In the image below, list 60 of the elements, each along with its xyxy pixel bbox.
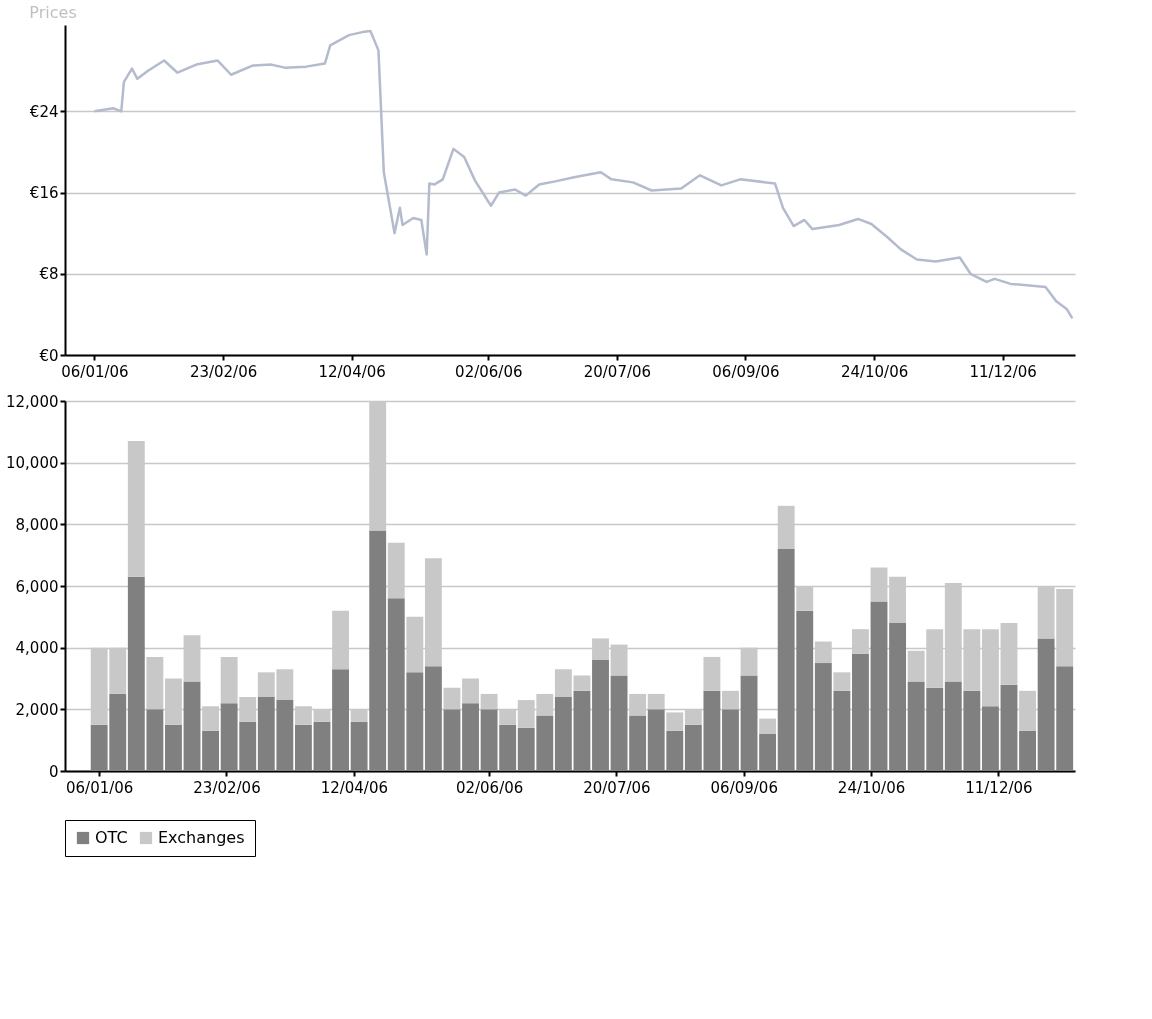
bar: [332, 669, 349, 771]
x-tick-label: 23/02/06: [193, 778, 261, 797]
x-tick-label: 12/04/06: [320, 778, 389, 797]
bar: [443, 687, 461, 710]
bar: [202, 730, 220, 771]
y-tick-label: €8: [39, 265, 59, 284]
y-tick-label: 6,000: [15, 577, 59, 596]
y-tick-label: €0: [39, 346, 59, 365]
bar: [852, 653, 869, 771]
x-tick-label: 02/06/06: [455, 362, 523, 381]
x-tick-label: 24/10/06: [837, 778, 906, 797]
x-tick-label: 06/01/06: [61, 362, 129, 381]
bar: [833, 672, 851, 691]
x-tick-label: 20/07/06: [583, 362, 652, 381]
bar: [165, 724, 182, 771]
bar: [889, 623, 907, 771]
bar: [462, 678, 479, 704]
x-tick-label: 20/07/06: [583, 778, 651, 797]
chart-title: Prices: [29, 3, 77, 22]
x-tick-label: 06/09/06: [712, 362, 780, 381]
y-tick-label: 8,000: [15, 515, 59, 534]
bar: [870, 601, 888, 771]
bar: [1000, 684, 1018, 771]
y-tick-label: €16: [29, 184, 59, 203]
bar: [424, 666, 442, 771]
bar: [759, 734, 777, 771]
bar: [462, 703, 479, 771]
bar: [294, 724, 312, 771]
bar: [183, 681, 201, 771]
bar: [722, 709, 739, 771]
bar: [592, 660, 609, 771]
y-tick-label: 2,000: [15, 700, 59, 719]
bar: [740, 675, 758, 771]
x-tick-label: 06/01/06: [65, 778, 134, 797]
bar: [1019, 730, 1036, 771]
bar: [981, 706, 999, 771]
legend-label: OTC: [95, 828, 128, 847]
x-tick-label: 02/06/06: [455, 778, 524, 797]
bar: [722, 690, 739, 710]
x-tick-label: 12/04/06: [318, 362, 386, 381]
y-tick-label: 0: [48, 762, 59, 781]
y-tick-label: 12,000: [6, 392, 59, 411]
y-tick-label: 10,000: [6, 454, 59, 473]
y-tick-label: €24: [29, 102, 59, 121]
bar: [480, 693, 498, 710]
x-tick-label: 06/09/06: [710, 778, 778, 797]
bar: [313, 721, 331, 771]
bar: [703, 656, 721, 691]
x-tick-label: 24/10/06: [840, 362, 909, 381]
bar: [443, 709, 461, 771]
bar: [666, 712, 684, 731]
x-tick-label: 11/12/06: [965, 778, 1033, 797]
y-tick-label: 4,000: [15, 639, 59, 658]
legend-label: Exchanges: [158, 828, 245, 847]
x-tick-label: 11/12/06: [969, 362, 1037, 381]
line-series: [93, 29, 1074, 320]
x-tick-label: 23/02/06: [189, 362, 258, 381]
bar: [146, 656, 164, 710]
bar: [759, 718, 777, 734]
bar: [647, 693, 665, 710]
